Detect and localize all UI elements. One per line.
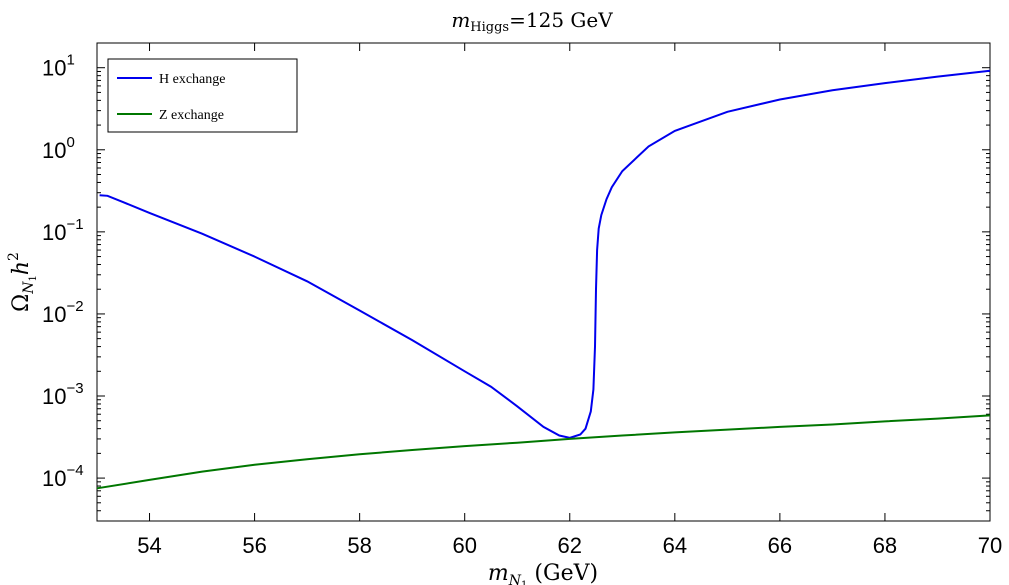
y-tick-label: 10−1 <box>42 216 84 245</box>
x-tick-label: 54 <box>137 533 161 558</box>
y-tick-labels: 10−4 10−3 10−2 10−1 100 101 <box>42 52 84 491</box>
legend: H exchange Z exchange <box>107 58 298 133</box>
x-tick-label: 64 <box>663 533 687 558</box>
series-line-h-exchange <box>99 69 991 439</box>
series-line-z-exchange <box>96 414 991 490</box>
x-tick-label: 68 <box>873 533 897 558</box>
y-tick-label: 10−2 <box>42 298 84 327</box>
legend-box <box>107 58 298 133</box>
x-tick-label: 58 <box>347 533 371 558</box>
x-tick-label: 66 <box>768 533 792 558</box>
y-tick-label: 10−3 <box>42 380 84 409</box>
x-tick-label: 70 <box>978 533 1002 558</box>
x-tick-labels: 54 56 58 60 62 64 66 68 70 <box>137 533 1002 558</box>
chart-title: mHiggs=125 GeV <box>451 8 613 35</box>
y-axis-label: ΩN1h2 <box>6 252 39 312</box>
x-axis-label: mN1 (GeV) <box>488 561 598 585</box>
legend-label-h-exchange: H exchange <box>159 72 225 87</box>
axis-ticks <box>97 42 991 522</box>
x-tick-label: 56 <box>242 533 266 558</box>
y-tick-label: 10−4 <box>42 462 84 491</box>
x-tick-label: 62 <box>558 533 582 558</box>
x-tick-label: 60 <box>452 533 476 558</box>
legend-label-z-exchange: Z exchange <box>159 108 224 123</box>
y-tick-label: 100 <box>42 134 75 163</box>
y-tick-label: 101 <box>42 52 75 81</box>
